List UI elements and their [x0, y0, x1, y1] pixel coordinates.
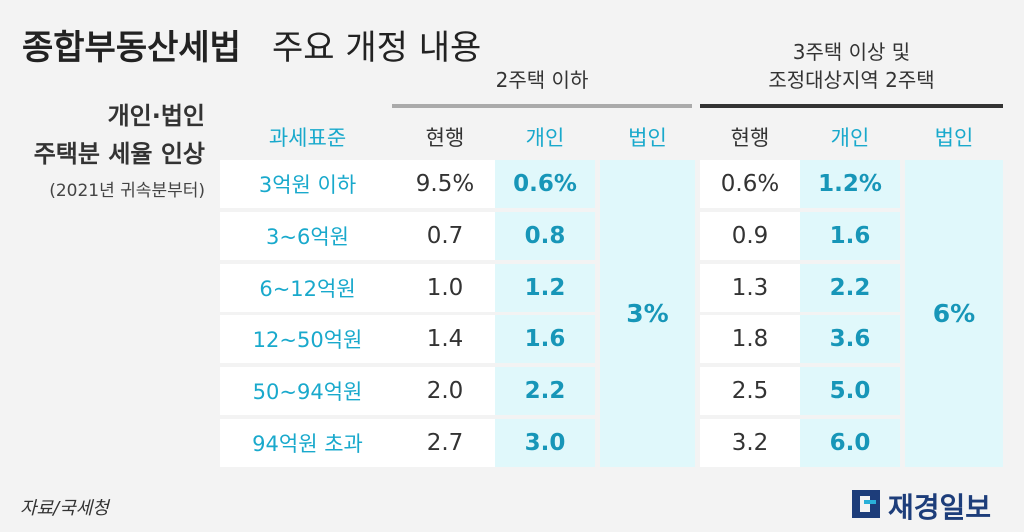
row-label: 6~12억원: [220, 263, 395, 312]
column-header: 법인: [628, 126, 667, 150]
rate-cell: 1.3: [700, 263, 800, 312]
column-header: 개인: [525, 126, 565, 150]
rate-cell: 1.8: [700, 315, 800, 364]
rate-cell: 1.2%: [800, 160, 900, 208]
merged-cell: [905, 160, 1003, 467]
title-bold: 종합부동산세법: [22, 28, 241, 68]
group-header: 조정대상지역 2주택: [768, 68, 935, 92]
column-header: 법인: [934, 126, 974, 150]
rate-cell: 1.0: [395, 263, 495, 312]
corporate-rate: 3%: [626, 299, 669, 328]
column-header: 현행: [730, 126, 770, 150]
logo-icon: [852, 490, 880, 518]
group-rule: [700, 104, 1003, 108]
rate-cell: 5.0: [800, 367, 900, 416]
rate-cell: 6.0: [800, 419, 900, 467]
rate-cell: 0.7: [395, 211, 495, 260]
side-note: 개인·법인: [107, 102, 205, 130]
rate-cell: 0.6%: [700, 160, 800, 208]
rate-cell: 2.0: [395, 367, 495, 416]
rate-cell: 0.9: [700, 211, 800, 260]
row-label: 3~6억원: [220, 211, 395, 260]
rate-cell: 2.7: [395, 419, 495, 467]
side-note: 주택분 세율 인상: [33, 140, 205, 168]
rate-cell: 1.6: [800, 211, 900, 260]
logo-text: 재경일보: [888, 491, 992, 524]
rate-cell: 3.0: [495, 419, 595, 467]
rate-cell: 1.2: [495, 263, 595, 312]
rate-cell: 9.5%: [395, 160, 495, 208]
group-header: 3주택 이상 및: [792, 40, 911, 64]
rate-cell: 0.8: [495, 211, 595, 260]
group-rule: [392, 104, 692, 108]
row-label: 94억원 초과: [220, 419, 395, 467]
rate-cell: 1.6: [495, 315, 595, 364]
rate-cell: 2.2: [800, 263, 900, 312]
row-label: 50~94억원: [220, 367, 395, 416]
group-header: 2주택 이하: [495, 68, 589, 92]
row-label: 3억원 이하: [220, 160, 395, 208]
rate-cell: 3.2: [700, 419, 800, 467]
column-header: 과세표준: [268, 126, 347, 150]
side-note-sub: (2021년 귀속분부터): [49, 181, 205, 201]
source: 자료/국세청: [20, 498, 109, 519]
merged-cell: [600, 160, 695, 467]
rate-cell: 2.2: [495, 367, 595, 416]
rate-cell: 2.5: [700, 367, 800, 416]
column-header: 개인: [830, 126, 870, 150]
row-label: 12~50억원: [220, 315, 395, 364]
rate-cell: 0.6%: [495, 160, 595, 208]
corporate-rate: 6%: [932, 299, 976, 328]
column-header: 현행: [425, 126, 465, 150]
rate-cell: 3.6: [800, 315, 900, 364]
title-rest: 주요 개정 내용: [272, 28, 482, 68]
rate-cell: 1.4: [395, 315, 495, 364]
